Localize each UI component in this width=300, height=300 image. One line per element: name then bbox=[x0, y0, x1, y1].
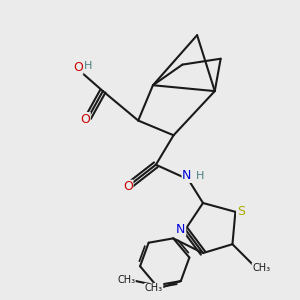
Text: H: H bbox=[84, 61, 92, 71]
Text: S: S bbox=[237, 205, 245, 218]
Text: CH₃: CH₃ bbox=[145, 284, 163, 293]
Text: N: N bbox=[182, 169, 191, 182]
Text: H: H bbox=[196, 171, 204, 181]
Text: CH₃: CH₃ bbox=[252, 263, 270, 273]
Text: O: O bbox=[123, 180, 133, 193]
Text: O: O bbox=[73, 61, 83, 74]
Text: N: N bbox=[176, 223, 186, 236]
Text: O: O bbox=[80, 112, 90, 126]
Text: CH₃: CH₃ bbox=[117, 274, 135, 284]
